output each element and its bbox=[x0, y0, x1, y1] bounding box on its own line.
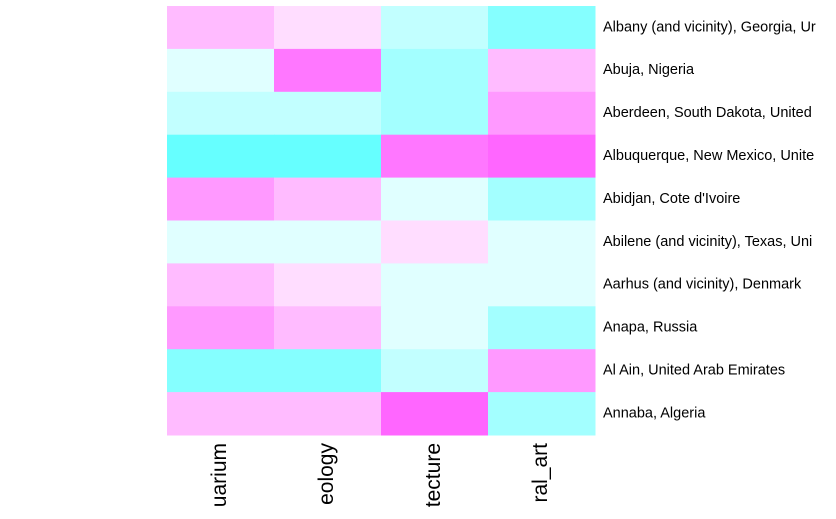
heatmap-cell bbox=[167, 6, 275, 50]
heatmap-cell bbox=[488, 177, 596, 221]
heatmap-cell bbox=[167, 220, 275, 264]
heatmap-cell bbox=[381, 392, 489, 436]
heatmap-cell bbox=[488, 48, 596, 93]
row-label: Abidjan, Cote d'Ivoire bbox=[603, 191, 740, 207]
row-label: Aarhus (and vicinity), Denmark bbox=[603, 277, 802, 293]
heatmap-cell bbox=[274, 91, 382, 136]
heatmap-cell bbox=[274, 177, 382, 221]
heatmap-cell bbox=[488, 306, 596, 350]
heatmap-cell bbox=[167, 134, 275, 179]
heatmap-cell bbox=[488, 6, 596, 50]
heatmap-cell bbox=[488, 392, 596, 436]
heatmap-cell bbox=[274, 220, 382, 264]
heatmap-cell bbox=[274, 6, 382, 50]
row-label: Albany (and vicinity), Georgia, Ur bbox=[603, 19, 816, 35]
row-label: Anapa, Russia bbox=[603, 320, 698, 336]
heatmap-cell bbox=[488, 220, 596, 264]
column-label: uarium bbox=[208, 443, 231, 507]
heatmap-cell bbox=[274, 263, 382, 307]
heatmap-cell bbox=[488, 349, 596, 393]
heatmap-cell bbox=[381, 349, 489, 393]
heatmap-cell bbox=[274, 392, 382, 436]
heatmap-cell bbox=[167, 263, 275, 307]
heatmap-cell bbox=[274, 306, 382, 350]
heatmap-cell bbox=[488, 134, 596, 179]
row-label: Abuja, Nigeria bbox=[603, 62, 695, 78]
heatmap-cell bbox=[167, 349, 275, 393]
row-label: Al Ain, United Arab Emirates bbox=[603, 362, 785, 378]
column-label: ral_art bbox=[529, 443, 552, 503]
heatmap-cell bbox=[381, 306, 489, 350]
heatmap-cell bbox=[167, 306, 275, 350]
heatmap-cell bbox=[381, 48, 489, 93]
heatmap-cell bbox=[167, 91, 275, 136]
column-label: tecture bbox=[422, 443, 445, 507]
row-label: Aberdeen, South Dakota, United bbox=[603, 105, 812, 121]
heatmap-cell bbox=[488, 91, 596, 136]
heatmap-cell bbox=[274, 349, 382, 393]
heatmap-cell bbox=[167, 392, 275, 436]
heatmap-cell bbox=[488, 263, 596, 307]
heatmap-cell bbox=[381, 134, 489, 179]
heatmap-cell bbox=[167, 177, 275, 221]
heatmap-cell bbox=[381, 263, 489, 307]
row-label: Annaba, Algeria bbox=[603, 405, 706, 421]
row-label: Abilene (and vicinity), Texas, Uni bbox=[603, 234, 812, 250]
heatmap-cell bbox=[381, 220, 489, 264]
heatmap-cell bbox=[381, 177, 489, 221]
row-label: Albuquerque, New Mexico, Unite bbox=[603, 148, 814, 164]
heatmap-cell bbox=[274, 48, 382, 93]
column-label: eology bbox=[315, 443, 338, 505]
heatmap-cell bbox=[167, 48, 275, 93]
heatmap-cell bbox=[381, 91, 489, 136]
heatmap-cell bbox=[381, 6, 489, 50]
heatmap-cell bbox=[274, 134, 382, 179]
